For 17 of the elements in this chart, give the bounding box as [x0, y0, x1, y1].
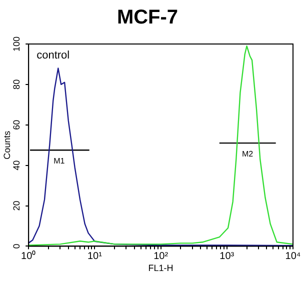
annotation: M1 — [54, 156, 66, 166]
y-tick-label: 0 — [12, 244, 22, 249]
x-axis-title: FL1-H — [148, 263, 174, 274]
y-axis-title: Counts — [2, 130, 12, 160]
x-tick-label: 10¹ — [87, 250, 103, 262]
chart-title: MCF-7 — [116, 6, 178, 29]
x-tick-label: 10³ — [220, 250, 235, 262]
annotation: M2 — [242, 149, 254, 158]
x-tick-label: 10⁰ — [21, 250, 36, 262]
x-tick-label: 10² — [154, 250, 169, 262]
annotation: control — [36, 50, 70, 62]
y-tick-label: 80 — [12, 79, 22, 90]
x-tick-label: 10⁴ — [285, 250, 301, 262]
y-tick-label: 40 — [12, 160, 22, 170]
y-tick-label: 100 — [12, 36, 22, 52]
y-tick-label: 20 — [12, 200, 22, 211]
y-tick-label: 60 — [12, 120, 22, 130]
